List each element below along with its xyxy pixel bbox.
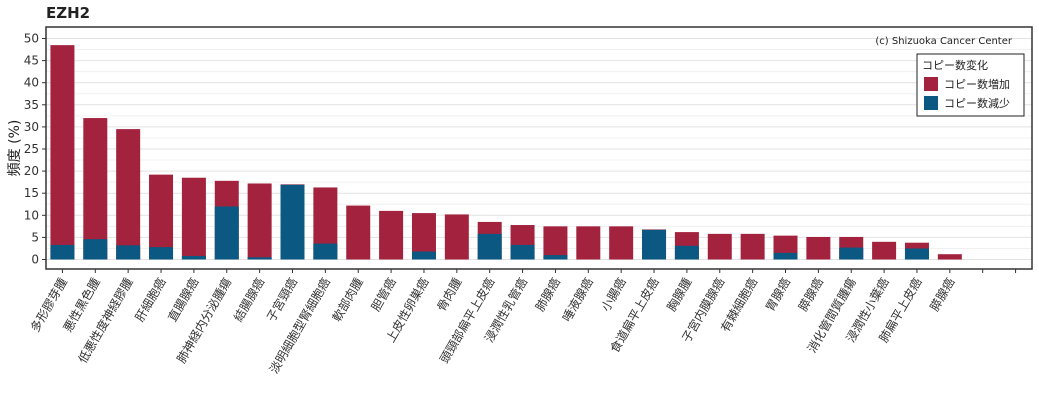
y-tick-label: 30: [24, 120, 39, 134]
y-tick-label: 35: [24, 98, 39, 112]
bar-gain: [740, 233, 765, 260]
chart-title: EZH2: [46, 4, 90, 22]
bar-loss: [839, 247, 864, 260]
credit-text: (c) Shizuoka Cancer Center: [875, 36, 1013, 47]
y-axis: 0 5 10 15 20 25 30 35 40 45 50: [24, 32, 46, 267]
bar-gain: [379, 210, 404, 260]
bar-gain: [83, 118, 108, 260]
plot-frame: [45, 26, 1033, 270]
y-tick-label: 15: [24, 186, 39, 200]
bar-gain: [181, 177, 206, 260]
y-tick-label: 25: [24, 142, 39, 156]
bar-gain: [444, 214, 469, 260]
legend-swatch-loss: [924, 96, 938, 110]
bar-loss: [181, 255, 206, 260]
x-tick-label: 膵腺癌: [795, 275, 826, 314]
bar-gain: [609, 226, 634, 260]
x-tick-label: 胆管癌: [368, 275, 399, 314]
x-tick-label: 結腸腺癌: [230, 275, 267, 324]
x-tick-label: 軟部肉腫: [329, 275, 366, 324]
bar-loss: [510, 244, 535, 260]
x-tick-label: 肺腺癌: [532, 275, 563, 314]
bar-loss: [214, 206, 239, 260]
legend-swatch-gain: [924, 77, 938, 91]
bar-loss: [247, 257, 272, 260]
y-tick-label: 0: [31, 253, 39, 267]
bar-loss: [116, 245, 141, 260]
bar-gain: [346, 205, 371, 260]
bar-loss: [642, 229, 667, 260]
bar-gain: [806, 236, 831, 260]
bar-gain: [707, 233, 732, 260]
bar-gain: [116, 129, 141, 260]
x-tick-label: 胃腺癌: [762, 275, 793, 314]
bar-gain: [576, 226, 601, 260]
legend-label-gain: コピー数増加: [944, 78, 1010, 91]
bar-gain: [50, 45, 75, 260]
bar-loss: [149, 247, 174, 260]
x-tick-label: 骨肉腫: [434, 276, 464, 314]
bar-loss: [280, 184, 305, 260]
y-tick-label: 10: [24, 208, 39, 222]
y-tick-label: 50: [24, 32, 39, 46]
bar-gain: [937, 254, 962, 260]
y-tick-label: 45: [24, 54, 39, 68]
legend: コピー数変化 コピー数増加 コピー数減少: [916, 53, 1025, 117]
bar-loss: [50, 244, 75, 260]
grid: [46, 38, 1032, 260]
legend-title: コピー数変化: [922, 58, 988, 72]
x-tick-label: 直腸腺癌: [164, 275, 201, 324]
bar-loss: [543, 255, 568, 260]
y-tick-label: 40: [24, 76, 39, 90]
bar-loss: [477, 233, 502, 260]
bar-gain: [247, 183, 272, 260]
x-tick-label: 胸腺腫: [663, 275, 694, 314]
bar-loss: [773, 252, 798, 260]
y-tick-label: 5: [31, 230, 39, 244]
bar-gain: [543, 226, 568, 260]
bar-loss: [83, 239, 108, 260]
bar-loss: [313, 243, 338, 260]
x-axis: 多形膠芽腫悪性黒色腫低悪性度神経膠腫肝細胞癌直腸腺癌肺神経内分泌腫瘍結腸腺癌子宮…: [28, 269, 1017, 376]
x-tick-label: 小腸癌: [598, 275, 629, 314]
x-tick-label: 唾液腺癌: [559, 275, 596, 324]
x-tick-label: 子宮頸癌: [263, 275, 300, 324]
y-axis-label: 頻度 (%): [7, 120, 23, 177]
bar-loss: [411, 251, 436, 260]
bar-gain: [872, 241, 897, 260]
y-tick-label: 20: [24, 164, 39, 178]
bar-loss: [904, 248, 929, 260]
bars: [50, 45, 962, 260]
legend-label-loss: コピー数減少: [944, 96, 1010, 110]
x-tick-label: 肝細胞癌: [132, 275, 169, 324]
bar-gain: [149, 174, 174, 260]
x-tick-label: 淡明細胞型腎細胞癌: [266, 275, 333, 376]
x-tick-label: 膵腺癌: [926, 275, 957, 314]
bar-loss: [674, 245, 699, 260]
